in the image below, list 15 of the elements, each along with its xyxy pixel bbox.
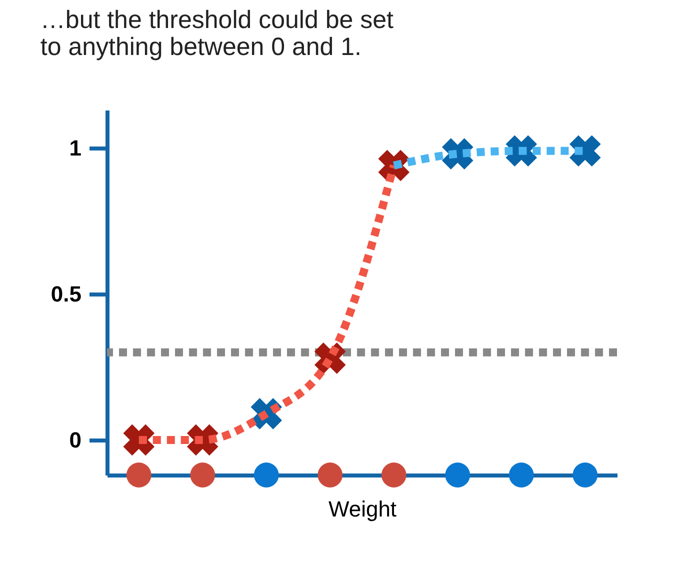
y-tick-label: 1 bbox=[69, 135, 82, 160]
point bbox=[254, 462, 279, 488]
x-axis-title: Weight bbox=[328, 496, 397, 522]
point bbox=[445, 462, 470, 488]
point bbox=[569, 135, 601, 167]
y-tick-label: 0 bbox=[69, 427, 82, 452]
point bbox=[318, 462, 343, 488]
point bbox=[508, 462, 534, 488]
point bbox=[190, 462, 216, 488]
point bbox=[126, 462, 152, 488]
chart-title: …but the threshold could be set to anything between 0 and 1. bbox=[40, 6, 394, 61]
point bbox=[123, 424, 155, 456]
y-tick-label: 0.5 bbox=[50, 281, 82, 306]
point bbox=[572, 462, 598, 488]
point bbox=[381, 462, 406, 488]
